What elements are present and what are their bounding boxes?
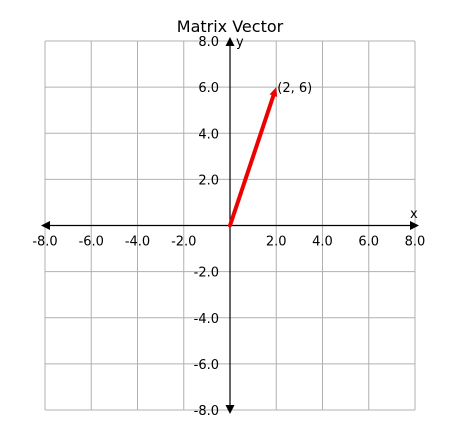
vector-shaft	[228, 93, 276, 228]
x-tick-label: 2.0	[266, 235, 287, 250]
y-tick-label: 6.0	[198, 81, 219, 96]
x-tick-label: -8.0	[32, 235, 57, 250]
chart-title: Matrix Vector	[177, 17, 284, 36]
y-tick-label: 2.0	[198, 173, 219, 188]
y-axis-arrow-down	[225, 405, 235, 414]
x-tick-label: -2.0	[171, 235, 196, 250]
vector-arrowhead	[269, 87, 278, 97]
y-axis-label: y	[236, 35, 244, 50]
vector-layer: (2, 6)	[228, 81, 312, 228]
x-tick-label: 6.0	[358, 235, 379, 250]
x-tick-label: 4.0	[312, 235, 333, 250]
tick-labels: -8.0 -6.0 -4.0 -2.0 2.0 4.0 6.0 8.0 -8.0 -6.0 -4.0…	[32, 35, 425, 419]
x-axis-arrow-right	[410, 221, 419, 230]
y-tick-label: -2.0	[194, 266, 219, 281]
y-tick-label: 8.0	[198, 35, 219, 50]
x-axis-label: x	[410, 207, 418, 222]
y-axis-arrow-up	[225, 37, 235, 46]
x-tick-label: -4.0	[125, 235, 150, 250]
y-tick-label: 4.0	[198, 127, 219, 142]
y-tick-label: -8.0	[194, 404, 219, 419]
y-tick-label: -6.0	[194, 358, 219, 373]
y-tick-label: -4.0	[194, 312, 219, 327]
x-axis-arrow-left	[41, 221, 50, 230]
vector-label: (2, 6)	[277, 81, 312, 96]
x-tick-label: -6.0	[79, 235, 104, 250]
x-tick-label: 8.0	[405, 235, 426, 250]
